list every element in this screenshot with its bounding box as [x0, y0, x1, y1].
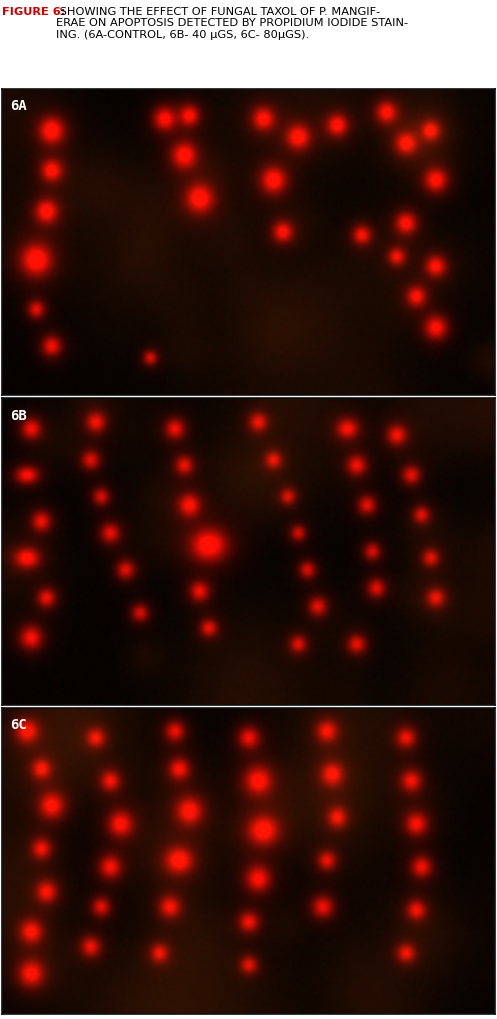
Text: 6A: 6A — [10, 99, 27, 113]
Text: SHOWING THE EFFECT OF FUNGAL TAXOL OF P. MANGIF-
ERAE ON APOPTOSIS DETECTED BY P: SHOWING THE EFFECT OF FUNGAL TAXOL OF P.… — [56, 7, 408, 40]
Text: FIGURE 6:: FIGURE 6: — [2, 7, 66, 16]
Text: 6C: 6C — [10, 717, 27, 731]
Text: 6B: 6B — [10, 409, 27, 422]
